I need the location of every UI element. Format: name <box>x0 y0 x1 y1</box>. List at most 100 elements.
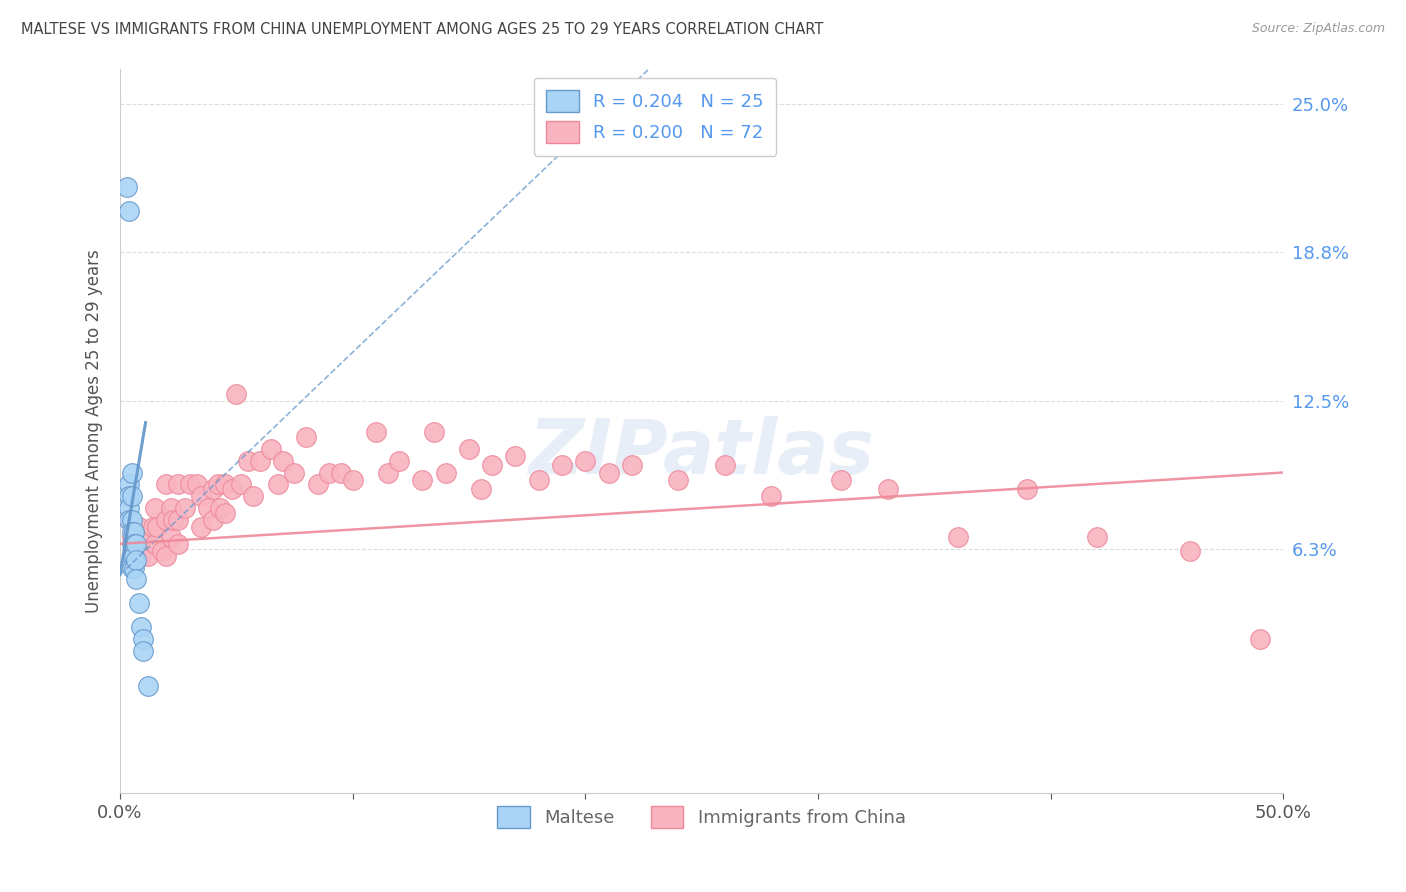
Point <box>318 466 340 480</box>
Text: MALTESE VS IMMIGRANTS FROM CHINA UNEMPLOYMENT AMONG AGES 25 TO 29 YEARS CORRELAT: MALTESE VS IMMIGRANTS FROM CHINA UNEMPLO… <box>21 22 824 37</box>
Point <box>121 560 143 574</box>
Point <box>167 537 190 551</box>
Point <box>122 560 145 574</box>
Point <box>249 453 271 467</box>
Point <box>481 458 503 473</box>
Point <box>505 449 527 463</box>
Point <box>132 644 155 658</box>
Point <box>118 477 141 491</box>
Point <box>388 453 411 467</box>
Point <box>167 477 190 491</box>
Point <box>666 473 689 487</box>
Point <box>458 442 481 456</box>
Point <box>160 501 183 516</box>
Point <box>267 477 290 491</box>
Point <box>377 466 399 480</box>
Point <box>122 524 145 539</box>
Point <box>121 524 143 539</box>
Point <box>121 466 143 480</box>
Point <box>260 442 283 456</box>
Point <box>125 537 148 551</box>
Point <box>197 501 219 516</box>
Point <box>141 520 163 534</box>
Point <box>118 501 141 516</box>
Point <box>470 482 492 496</box>
Point <box>434 466 457 480</box>
Point <box>125 573 148 587</box>
Point <box>221 482 243 496</box>
Point <box>242 489 264 503</box>
Point <box>143 501 166 516</box>
Point <box>574 453 596 467</box>
Point <box>236 453 259 467</box>
Point <box>330 466 353 480</box>
Point <box>125 553 148 567</box>
Point <box>295 430 318 444</box>
Point <box>121 489 143 503</box>
Point <box>830 473 852 487</box>
Legend: Maltese, Immigrants from China: Maltese, Immigrants from China <box>491 798 912 835</box>
Point <box>761 489 783 503</box>
Point <box>121 537 143 551</box>
Point <box>146 520 169 534</box>
Point <box>1085 530 1108 544</box>
Point <box>115 180 138 194</box>
Point <box>118 513 141 527</box>
Point <box>118 204 141 219</box>
Point <box>155 549 177 563</box>
Point <box>1178 544 1201 558</box>
Point <box>714 458 737 473</box>
Y-axis label: Unemployment Among Ages 25 to 29 years: Unemployment Among Ages 25 to 29 years <box>86 249 103 613</box>
Point <box>118 513 141 527</box>
Point <box>551 458 574 473</box>
Point <box>132 632 155 646</box>
Point <box>136 680 159 694</box>
Point <box>946 530 969 544</box>
Point <box>225 387 247 401</box>
Point <box>122 549 145 563</box>
Point <box>136 549 159 563</box>
Point <box>167 513 190 527</box>
Point <box>121 549 143 563</box>
Point <box>214 477 236 491</box>
Point <box>155 513 177 527</box>
Point <box>1249 632 1271 646</box>
Point <box>620 458 643 473</box>
Point <box>121 513 143 527</box>
Point <box>271 453 294 467</box>
Point <box>214 506 236 520</box>
Point <box>364 425 387 439</box>
Point <box>128 520 150 534</box>
Point <box>208 501 231 516</box>
Point <box>155 477 177 491</box>
Point <box>342 473 364 487</box>
Point <box>150 544 173 558</box>
Point <box>129 620 152 634</box>
Point <box>121 530 143 544</box>
Point <box>122 537 145 551</box>
Point <box>132 530 155 544</box>
Point <box>283 466 305 480</box>
Point <box>118 489 141 503</box>
Point <box>229 477 252 491</box>
Point <box>143 537 166 551</box>
Point <box>527 473 550 487</box>
Point <box>162 513 184 527</box>
Text: Source: ZipAtlas.com: Source: ZipAtlas.com <box>1251 22 1385 36</box>
Point <box>179 477 201 491</box>
Point <box>190 489 212 503</box>
Point <box>129 549 152 563</box>
Point <box>174 501 197 516</box>
Point <box>128 596 150 610</box>
Point <box>598 466 620 480</box>
Point <box>307 477 329 491</box>
Point <box>1017 482 1039 496</box>
Point <box>202 513 225 527</box>
Point <box>207 477 229 491</box>
Point <box>202 482 225 496</box>
Point <box>186 477 208 491</box>
Text: ZIPatlas: ZIPatlas <box>529 416 875 490</box>
Point <box>160 530 183 544</box>
Point <box>423 425 446 439</box>
Point <box>876 482 898 496</box>
